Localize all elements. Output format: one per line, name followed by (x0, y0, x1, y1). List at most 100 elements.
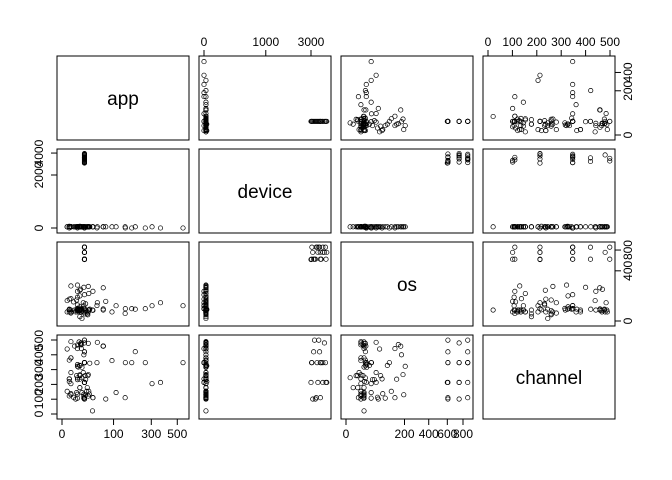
data-point (402, 123, 408, 129)
data-point (528, 314, 534, 320)
data-point (445, 349, 451, 355)
data-point (456, 118, 462, 124)
data-point (122, 306, 128, 312)
data-point (358, 102, 364, 108)
data-point (587, 244, 594, 250)
data-point (465, 360, 471, 366)
data-point (203, 339, 209, 345)
tick-label: 0 (32, 410, 46, 417)
data-point (456, 156, 462, 162)
tick-label: 100 (502, 35, 522, 49)
data-point (203, 111, 209, 117)
points-device-vs-channel (490, 150, 613, 231)
points-app-vs-channel (490, 59, 613, 135)
data-point (379, 376, 385, 382)
data-point (570, 244, 576, 250)
data-point (103, 298, 109, 304)
data-point (562, 224, 568, 230)
data-point (129, 306, 135, 312)
data-point (358, 339, 364, 345)
data-point (80, 300, 86, 306)
data-point (378, 224, 384, 230)
panel-channel-channel (482, 334, 616, 420)
data-point (360, 395, 367, 401)
data-point (350, 385, 356, 391)
panel-os-device (198, 241, 332, 327)
data-point (203, 285, 209, 291)
tick-label: 400 (621, 62, 635, 82)
data-point (522, 116, 528, 122)
data-point (203, 296, 209, 302)
data-point (548, 224, 554, 230)
data-point (565, 121, 571, 127)
data-point (74, 224, 81, 230)
data-point (203, 99, 209, 105)
data-point (362, 88, 368, 94)
data-point (363, 343, 369, 349)
data-point (109, 358, 115, 364)
data-point (81, 156, 88, 162)
data-point (518, 296, 524, 302)
data-point (564, 123, 570, 129)
data-point (361, 408, 367, 414)
data-point (77, 314, 83, 320)
data-point (537, 225, 543, 231)
data-point (513, 299, 519, 305)
data-point (203, 102, 209, 108)
data-point (157, 300, 164, 306)
data-point (378, 123, 384, 129)
data-point (81, 150, 88, 157)
data-point (373, 339, 379, 345)
data-point (355, 224, 361, 230)
data-point (74, 373, 80, 379)
data-point (456, 360, 462, 366)
data-point (573, 102, 579, 108)
tick-label: 400 (419, 427, 439, 441)
data-point (362, 121, 368, 127)
data-point (356, 370, 362, 376)
data-point (465, 153, 471, 159)
data-point (537, 150, 543, 157)
data-point (537, 249, 543, 255)
panel-device-app (56, 148, 190, 234)
data-point (68, 392, 74, 398)
data-point (129, 225, 135, 231)
panel-os-os (340, 241, 474, 327)
data-point (361, 107, 367, 113)
data-point (363, 107, 369, 113)
data-point (368, 119, 374, 125)
data-point (77, 385, 83, 391)
data-point (122, 310, 128, 317)
data-point (203, 408, 209, 414)
data-point (543, 296, 549, 302)
data-point (542, 301, 548, 307)
data-point (361, 339, 367, 345)
data-point (588, 306, 594, 312)
data-point (510, 224, 516, 230)
data-point (90, 288, 96, 294)
data-point (368, 111, 375, 117)
data-point (601, 121, 607, 127)
data-point (592, 129, 598, 135)
data-point (375, 105, 381, 112)
data-point (113, 303, 119, 309)
data-point (520, 224, 526, 230)
data-point (373, 379, 379, 386)
data-point (562, 305, 568, 312)
data-point (456, 150, 462, 157)
data-point (81, 340, 88, 346)
tick-label: 3000 (298, 35, 325, 49)
data-point (535, 127, 541, 133)
data-point (510, 256, 516, 262)
data-point (517, 127, 523, 133)
data-point (363, 81, 369, 88)
data-point (315, 249, 321, 255)
data-point (308, 379, 314, 386)
data-point (81, 153, 88, 159)
data-point (203, 389, 209, 396)
data-point (203, 288, 209, 294)
data-point (514, 309, 521, 315)
data-points (64, 59, 613, 414)
